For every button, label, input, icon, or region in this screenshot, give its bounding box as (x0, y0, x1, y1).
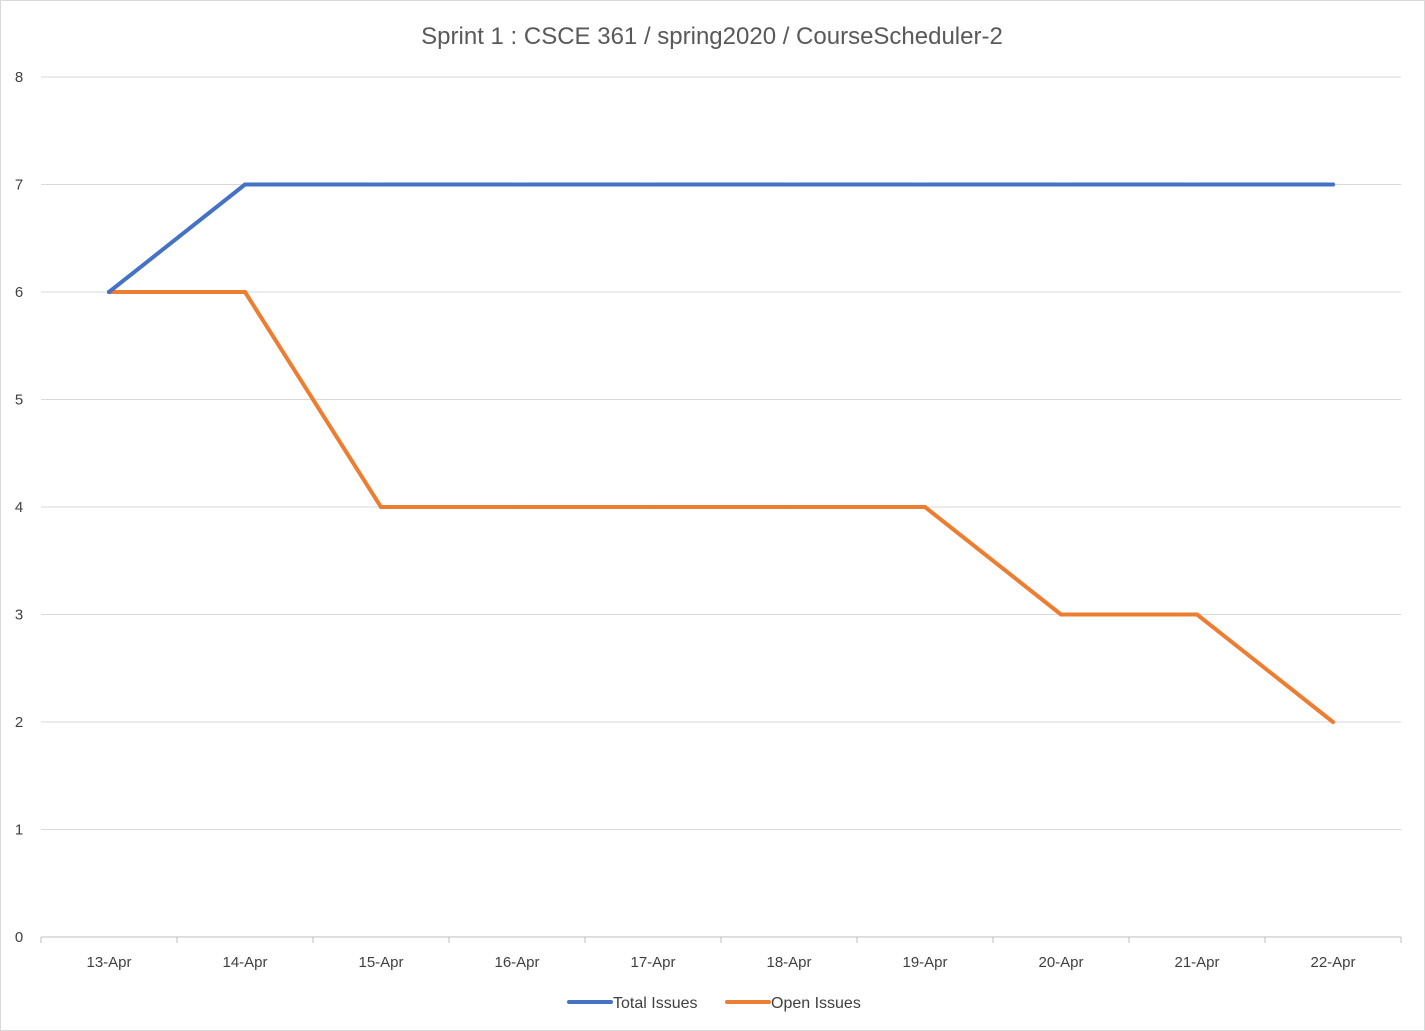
x-tick-label: 13-Apr (86, 954, 131, 971)
y-tick-label: 5 (15, 392, 23, 409)
x-tick-label: 20-Apr (1038, 954, 1083, 971)
data-point-open-issues (1331, 720, 1335, 724)
x-tick-label: 15-Apr (358, 954, 403, 971)
x-tick-label: 19-Apr (902, 954, 947, 971)
legend-label-open-issues: Open Issues (771, 995, 861, 1012)
y-tick-label: 2 (15, 714, 23, 731)
y-tick-label: 4 (15, 499, 23, 516)
data-point-total-issues (1331, 182, 1335, 187)
data-point-total-issues (923, 182, 927, 187)
data-point-total-issues (787, 182, 791, 187)
legend-label-total-issues: Total Issues (613, 995, 697, 1012)
series-lines (107, 182, 1335, 724)
data-point-total-issues (243, 182, 247, 187)
data-point-total-issues (515, 182, 519, 187)
data-point-open-issues (923, 505, 927, 509)
y-tick-label: 1 (15, 822, 23, 839)
data-point-open-issues (379, 505, 383, 509)
x-tick-label: 17-Apr (630, 954, 675, 971)
x-tick-label: 21-Apr (1174, 954, 1219, 971)
data-point-total-issues (1059, 182, 1063, 187)
data-point-total-issues (107, 290, 111, 294)
data-point-total-issues (1195, 182, 1199, 187)
y-tick-label: 0 (15, 929, 23, 946)
y-tick-label: 3 (15, 607, 23, 624)
y-tick-label: 6 (15, 284, 23, 301)
chart-title: Sprint 1 : CSCE 361 / spring2020 / Cours… (421, 23, 1003, 50)
y-axis-ticks: 0 1 2 3 4 5 6 7 8 (15, 69, 23, 946)
x-tick-label: 22-Apr (1310, 954, 1355, 971)
data-point-total-issues (379, 182, 383, 187)
data-point-open-issues (243, 290, 247, 294)
series-line-open-issues (107, 290, 1335, 724)
data-point-total-issues (651, 182, 655, 187)
data-point-open-issues (515, 505, 519, 509)
data-point-open-issues (787, 505, 791, 509)
series-line-total-issues (107, 182, 1335, 294)
x-tick-label: 14-Apr (222, 954, 267, 971)
x-tick-label: 18-Apr (766, 954, 811, 971)
x-axis: 13-Apr 14-Apr 15-Apr 16-Apr 17-Apr 18-Apr 19-A… (40, 936, 1402, 971)
y-tick-label: 7 (15, 177, 23, 194)
data-point-open-issues (1059, 612, 1063, 617)
gridlines (41, 76, 1401, 830)
data-point-open-issues (651, 505, 655, 509)
y-tick-label: 8 (15, 69, 23, 86)
data-point-open-issues (1195, 612, 1199, 617)
legend: Total Issues Open Issues (567, 995, 861, 1012)
x-tick-label: 16-Apr (494, 954, 539, 971)
